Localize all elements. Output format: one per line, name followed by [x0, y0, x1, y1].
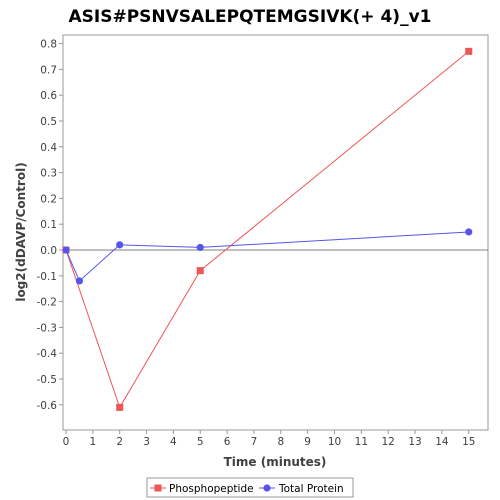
x-tick-label: 1 — [90, 436, 97, 448]
y-tick-label: -0.5 — [37, 374, 58, 386]
y-tick-label: -0.4 — [37, 348, 58, 360]
x-tick-label: 3 — [143, 436, 150, 448]
y-tick-label: 0.3 — [40, 168, 57, 180]
x-tick-label: 5 — [197, 436, 204, 448]
legend-label-phosphopeptide: Phosphopeptide — [169, 483, 254, 495]
data-point-total-protein — [75, 277, 84, 285]
data-point-total-protein — [196, 243, 204, 252]
y-axis: 0.8 0.7 0.6 0.5 0.4 0.3 0.2 0.1 0.0 -0.1 -0.2 -0.3 -… — [37, 39, 63, 412]
x-tick-label: 4 — [170, 436, 177, 448]
y-tick-label: -0.1 — [37, 271, 58, 283]
y-tick-label: 0.1 — [40, 219, 57, 231]
legend: Phosphopeptide Total Protein — [146, 477, 354, 498]
x-tick-label: 8 — [277, 436, 284, 448]
x-tick-label: 10 — [328, 436, 341, 448]
x-tick-label: 2 — [116, 436, 123, 448]
y-tick-label: 0.8 — [40, 39, 57, 51]
y-tick-label: -0.3 — [37, 322, 58, 334]
y-tick-label: 0.6 — [40, 90, 57, 102]
x-tick-label: 12 — [382, 436, 395, 448]
y-tick-label: 0.0 — [40, 245, 57, 257]
y-tick-label: 0.5 — [40, 116, 57, 128]
series-line-phosphopeptide — [65, 50, 470, 409]
data-point-phosphopeptide — [465, 47, 473, 55]
x-tick-label: 0 — [63, 436, 70, 448]
data-point-total-protein — [62, 246, 70, 254]
legend-box — [146, 477, 354, 498]
series-layer — [62, 47, 473, 411]
data-point-phosphopeptide — [196, 267, 204, 275]
y-axis-label: log2(dDAVP/Control) — [14, 162, 28, 301]
y-tick-label: -0.2 — [37, 297, 58, 309]
chart-title: ASIS#PSNVSALEPQTEMGSIVK(+ 4)_v1 — [69, 7, 432, 27]
x-tick-label: 11 — [355, 436, 368, 448]
data-point-total-protein — [465, 228, 473, 236]
x-tick-label: 7 — [251, 436, 258, 448]
data-point-phosphopeptide — [116, 403, 124, 411]
legend-marker-total-protein — [263, 484, 271, 492]
y-tick-label: 0.4 — [40, 142, 57, 154]
plot-area — [62, 34, 489, 431]
y-tick-label: -0.6 — [37, 400, 58, 412]
x-axis: 0 1 2 3 4 5 6 7 8 9 10 11 12 13 14 15 — [63, 430, 475, 448]
y-tick-label: 0.7 — [40, 64, 57, 76]
x-tick-label: 15 — [462, 436, 475, 448]
x-axis-label: Time (minutes) — [224, 455, 327, 469]
legend-label-total-protein: Total Protein — [278, 483, 344, 495]
x-tick-label: 6 — [224, 436, 231, 448]
x-tick-label: 14 — [435, 436, 449, 448]
legend-marker-phosphopeptide — [154, 484, 162, 492]
data-point-total-protein — [116, 241, 124, 249]
x-tick-label: 13 — [408, 436, 421, 448]
y-tick-label: 0.2 — [40, 193, 57, 205]
x-tick-label: 9 — [304, 436, 311, 448]
